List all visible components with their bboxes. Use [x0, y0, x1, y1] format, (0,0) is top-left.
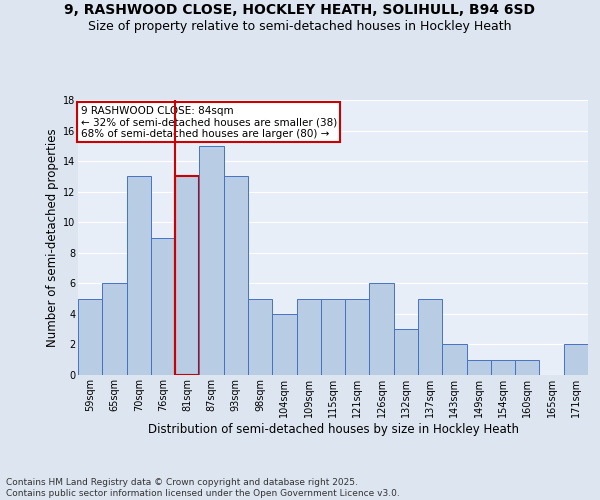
Bar — [394, 329, 418, 375]
Bar — [321, 298, 345, 375]
Text: Size of property relative to semi-detached houses in Hockley Heath: Size of property relative to semi-detach… — [88, 20, 512, 33]
Bar — [151, 238, 175, 375]
Bar — [296, 298, 321, 375]
Text: 9 RASHWOOD CLOSE: 84sqm
← 32% of semi-detached houses are smaller (38)
68% of se: 9 RASHWOOD CLOSE: 84sqm ← 32% of semi-de… — [80, 106, 337, 138]
Bar — [199, 146, 224, 375]
Bar — [442, 344, 467, 375]
Bar — [272, 314, 296, 375]
Bar — [370, 284, 394, 375]
Y-axis label: Number of semi-detached properties: Number of semi-detached properties — [46, 128, 59, 347]
Bar — [78, 298, 102, 375]
Bar — [564, 344, 588, 375]
Text: Contains HM Land Registry data © Crown copyright and database right 2025.
Contai: Contains HM Land Registry data © Crown c… — [6, 478, 400, 498]
Bar — [345, 298, 370, 375]
Bar — [224, 176, 248, 375]
Bar — [491, 360, 515, 375]
Bar — [127, 176, 151, 375]
Bar — [515, 360, 539, 375]
Bar — [467, 360, 491, 375]
Bar — [248, 298, 272, 375]
Text: Distribution of semi-detached houses by size in Hockley Heath: Distribution of semi-detached houses by … — [148, 422, 518, 436]
Bar — [102, 284, 127, 375]
Text: 9, RASHWOOD CLOSE, HOCKLEY HEATH, SOLIHULL, B94 6SD: 9, RASHWOOD CLOSE, HOCKLEY HEATH, SOLIHU… — [65, 2, 536, 16]
Bar — [418, 298, 442, 375]
Bar — [175, 176, 199, 375]
